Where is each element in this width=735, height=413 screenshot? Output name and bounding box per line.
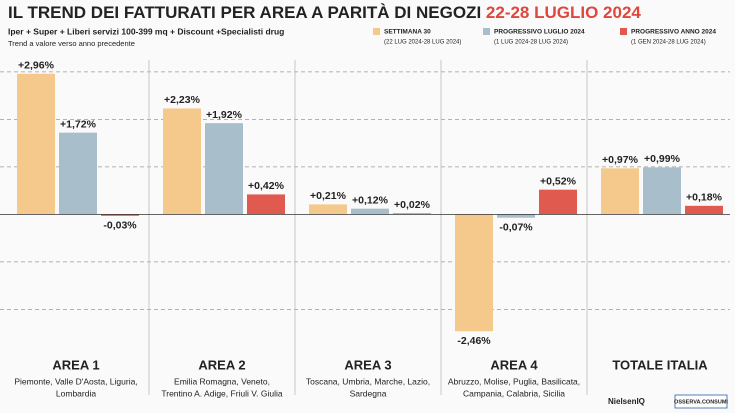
subtitle: Iper + Super + Liberi servizi 100-399 mq…	[8, 26, 284, 36]
value-label: +0,99%	[644, 153, 681, 165]
subtitle2: Trend a valore verso anno precedente	[8, 39, 135, 48]
value-label: -2,46%	[457, 335, 491, 347]
bar	[685, 205, 723, 215]
category-note: Piemonte, Valle D'Aosta, Liguria,	[14, 376, 137, 386]
bar	[539, 189, 577, 215]
category-note: Emilia Romagna, Veneto,	[174, 376, 270, 386]
value-label: +0,97%	[602, 154, 639, 166]
category-note: Abruzzo, Molise, Puglia, Basilicata,	[448, 376, 580, 386]
legend-note: (22 LUG 2024-28 LUG 2024)	[384, 40, 461, 46]
value-label: +0,18%	[686, 192, 723, 204]
bar	[59, 132, 97, 215]
bar	[17, 73, 55, 215]
legend-swatch	[483, 28, 490, 35]
title-main: IL TREND DEI FATTURATI PER AREA A PARITÀ…	[8, 3, 481, 22]
value-label: -0,03%	[103, 220, 137, 232]
bar	[643, 167, 681, 215]
logo-box	[674, 394, 728, 409]
legend-label: PROGRESSIVO ANNO 2024	[631, 29, 716, 36]
bar	[351, 208, 389, 215]
category-note: Campania, Calabria, Sicilia	[463, 388, 565, 398]
value-label: +0,52%	[540, 175, 577, 187]
category-note: Sardegna	[350, 388, 387, 398]
category-label: AREA 2	[198, 357, 245, 372]
value-label: +0,02%	[394, 199, 431, 211]
legend-swatch	[620, 28, 627, 35]
legend-note: (1 GEN 2024-28 LUG 2024)	[631, 40, 706, 46]
bar	[101, 214, 139, 216]
legend-label: PROGRESSIVO LUGLIO 2024	[494, 29, 585, 36]
legend-note: (1 LUG 2024-28 LUG 2024)	[494, 40, 568, 46]
category-label: AREA 4	[490, 357, 538, 372]
chart-title: IL TREND DEI FATTURATI PER AREA A PARITÀ…	[8, 3, 641, 22]
value-label: +0,12%	[352, 194, 389, 206]
bar	[393, 213, 431, 215]
legend-label: SETTIMANA 30	[384, 29, 431, 36]
bar	[601, 168, 639, 215]
value-label: +2,23%	[164, 94, 201, 106]
legend-swatch	[373, 28, 380, 35]
bar	[497, 214, 535, 218]
value-label: +0,42%	[248, 180, 285, 192]
title-date: 22-28 LUGLIO 2024	[486, 3, 642, 22]
bar	[309, 204, 347, 215]
bar	[455, 214, 493, 332]
category-label: AREA 1	[52, 357, 99, 372]
category-label: TOTALE ITALIA	[612, 357, 708, 372]
bar	[163, 108, 201, 215]
logo: OSSERVA.CONSUMI	[674, 399, 728, 405]
category-note: Trentino A. Adige, Friuli V. Giulia	[161, 388, 283, 398]
value-label: +0,21%	[310, 190, 347, 202]
value-label: -0,07%	[499, 221, 533, 233]
category-note: Lombardia	[56, 388, 96, 398]
value-label: +2,96%	[18, 60, 55, 72]
logo: NielsenIQ	[608, 397, 645, 406]
category-note: Toscana, Umbria, Marche, Lazio,	[306, 376, 430, 386]
bar	[205, 123, 243, 215]
category-label: AREA 3	[344, 357, 391, 372]
bar	[247, 194, 285, 215]
value-label: +1,92%	[206, 109, 243, 121]
value-label: +1,72%	[60, 118, 97, 130]
